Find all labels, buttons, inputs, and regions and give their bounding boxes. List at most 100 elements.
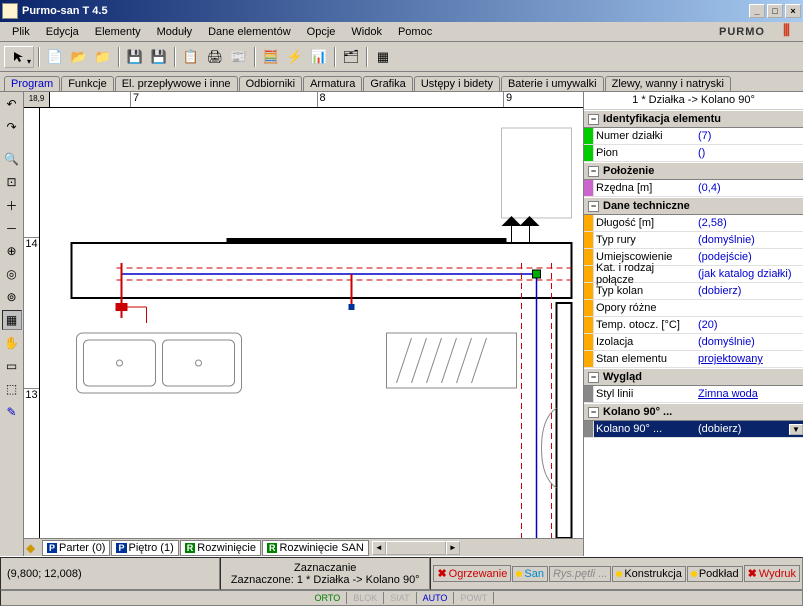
layer-tab[interactable]: Podkład bbox=[687, 566, 743, 582]
prop-row[interactable]: Opory różne bbox=[584, 300, 803, 317]
menu-plik[interactable]: Plik bbox=[4, 24, 38, 40]
dropdown-icon[interactable]: ▼ bbox=[789, 424, 803, 435]
prop-row[interactable]: Typ rury(domyślnie) bbox=[584, 232, 803, 249]
pointer-tool[interactable] bbox=[4, 46, 34, 68]
menu-dane[interactable]: Dane elementów bbox=[200, 24, 299, 40]
minimize-button[interactable]: _ bbox=[749, 4, 765, 18]
floor-tab[interactable]: PPiętro (1) bbox=[111, 540, 178, 556]
menu-elementy[interactable]: Elementy bbox=[87, 24, 149, 40]
prop-row[interactable]: Numer działki(7) bbox=[584, 128, 803, 145]
snap-mode[interactable]: ORTO bbox=[309, 592, 348, 604]
prop-row[interactable]: Kolano 90° ...(dobierz)▼ bbox=[584, 421, 803, 438]
zoom-select-icon[interactable]: ◎ bbox=[2, 264, 22, 284]
menu-opcje[interactable]: Opcje bbox=[299, 24, 344, 40]
prop-group-header[interactable]: −Położenie bbox=[584, 162, 803, 180]
redo-icon[interactable]: ↷ bbox=[2, 117, 22, 137]
ruler-tick: 7 bbox=[130, 92, 139, 107]
undo-icon[interactable]: ↶ bbox=[2, 94, 22, 114]
scroll-track[interactable] bbox=[386, 541, 446, 555]
prop-row[interactable]: Typ kolan(dobierz) bbox=[584, 283, 803, 300]
layer-tab[interactable]: ✖Ogrzewanie bbox=[433, 565, 511, 582]
new-button[interactable]: 📄 bbox=[44, 46, 66, 68]
tab-ustepy[interactable]: Ustępy i bidety bbox=[414, 76, 500, 91]
tab-zlewy[interactable]: Zlewy, wanny i natryski bbox=[605, 76, 731, 91]
floor-tab[interactable]: PParter (0) bbox=[42, 540, 110, 556]
select-rect-icon[interactable]: ▭ bbox=[2, 356, 22, 376]
maximize-button[interactable]: □ bbox=[767, 4, 783, 18]
tab-el-przeplywowe[interactable]: El. przepływowe i inne bbox=[115, 76, 238, 91]
status-selection: Zaznaczanie Zaznaczone: 1 * Działka -> K… bbox=[220, 557, 430, 590]
prop-row[interactable]: Styl liniiZimna woda bbox=[584, 386, 803, 403]
layer-tab[interactable]: Konstrukcja bbox=[612, 566, 685, 582]
layers-button[interactable]: 🗂 bbox=[340, 46, 362, 68]
folder-button[interactable]: 📁 bbox=[92, 46, 114, 68]
floor-tab[interactable]: RRozwinięcie SAN bbox=[262, 540, 369, 556]
scroll-left-icon[interactable]: ◄ bbox=[372, 541, 386, 555]
print-button[interactable]: 🖨 bbox=[204, 46, 226, 68]
properties-panel: 1 * Działka -> Kolano 90° −Identyfikacja… bbox=[583, 92, 803, 556]
flash-button[interactable]: ⚡ bbox=[284, 46, 306, 68]
ruler-tick: 8 bbox=[317, 92, 326, 107]
sheet-button[interactable]: 📊 bbox=[308, 46, 330, 68]
floor-tab[interactable]: RRozwinięcie bbox=[180, 540, 261, 556]
prop-row[interactable]: Długość [m](2,58) bbox=[584, 215, 803, 232]
scroll-right-icon[interactable]: ► bbox=[446, 541, 460, 555]
snap-mode[interactable]: BLOK bbox=[347, 592, 384, 604]
prop-group-header[interactable]: −Dane techniczne bbox=[584, 197, 803, 215]
snap-mode[interactable]: SIAT bbox=[384, 592, 416, 604]
tab-grafika[interactable]: Grafika bbox=[363, 76, 412, 91]
selection-label: Zaznaczone: 1 * Działka -> Kolano 90° bbox=[225, 574, 425, 586]
prop-row[interactable]: Temp. otocz. [°C](20) bbox=[584, 317, 803, 334]
grid-toggle-icon[interactable]: ▦ bbox=[2, 310, 22, 330]
layer-tab[interactable]: San bbox=[512, 566, 548, 582]
layer-tab[interactable]: ✖Wydruk bbox=[744, 565, 800, 582]
prop-row[interactable]: Kat. i rodzaj połącze(jak katalog działk… bbox=[584, 266, 803, 283]
snap-mode[interactable]: POWT bbox=[454, 592, 494, 604]
zoom-window-icon[interactable]: ⊡ bbox=[2, 172, 22, 192]
prop-group-header[interactable]: −Identyfikacja elementu bbox=[584, 110, 803, 128]
preview-button[interactable]: 📰 bbox=[228, 46, 250, 68]
view-toolbar: ↶ ↷ 🔍 ⊡ ＋ － ⊕ ◎ ⊚ ▦ ✋ ▭ ⬚ ✎ bbox=[0, 92, 24, 556]
ruler-tick: 14 bbox=[24, 237, 39, 250]
ruler-tick: 9 bbox=[503, 92, 512, 107]
pan-icon[interactable]: ✋ bbox=[2, 333, 22, 353]
zoom-extents-icon[interactable]: ⊕ bbox=[2, 241, 22, 261]
edit-icon[interactable]: ✎ bbox=[2, 402, 22, 422]
tab-odbiorniki[interactable]: Odbiorniki bbox=[239, 76, 303, 91]
menu-edycja[interactable]: Edycja bbox=[38, 24, 87, 40]
prop-group-header[interactable]: −Wygląd bbox=[584, 368, 803, 386]
select-poly-icon[interactable]: ⬚ bbox=[2, 379, 22, 399]
prop-row[interactable]: Stan elementuprojektowany bbox=[584, 351, 803, 368]
properties-title: 1 * Działka -> Kolano 90° bbox=[584, 92, 803, 110]
status-coords: (9,800; 12,008) bbox=[0, 557, 220, 590]
prop-row[interactable]: Rzędna [m](0,4) bbox=[584, 180, 803, 197]
mode-label: Zaznaczanie bbox=[225, 562, 425, 574]
save-button[interactable]: 💾 bbox=[124, 46, 146, 68]
layer-tab[interactable]: Rys.pętli ... bbox=[549, 566, 611, 582]
snap-modes: ORTOBLOKSIATAUTOPOWT bbox=[0, 590, 803, 606]
zoom-all-icon[interactable]: ⊚ bbox=[2, 287, 22, 307]
zoom-minus-icon[interactable]: － bbox=[2, 218, 22, 238]
zoom-in-icon[interactable]: 🔍 bbox=[2, 149, 22, 169]
menu-moduly[interactable]: Moduły bbox=[149, 24, 200, 40]
grid-button[interactable]: ▦ bbox=[372, 46, 394, 68]
menu-widok[interactable]: Widok bbox=[343, 24, 390, 40]
prop-row[interactable]: Pion() bbox=[584, 145, 803, 162]
drawing-canvas[interactable] bbox=[40, 108, 583, 538]
snap-mode[interactable]: AUTO bbox=[417, 592, 455, 604]
tab-armatura[interactable]: Armatura bbox=[303, 76, 362, 91]
ruler-vertical: 14 13 bbox=[24, 108, 40, 538]
open-button[interactable]: 📂 bbox=[68, 46, 90, 68]
menu-pomoc[interactable]: Pomoc bbox=[390, 24, 440, 40]
close-button[interactable]: × bbox=[785, 4, 801, 18]
tab-program[interactable]: Program bbox=[4, 76, 60, 91]
category-tabs: Program Funkcje El. przepływowe i inne O… bbox=[0, 72, 803, 92]
tab-baterie[interactable]: Baterie i umywalki bbox=[501, 76, 604, 91]
prop-group-header[interactable]: −Kolano 90° ... bbox=[584, 403, 803, 421]
copy-button[interactable]: 📋 bbox=[180, 46, 202, 68]
zoom-plus-icon[interactable]: ＋ bbox=[2, 195, 22, 215]
calc-button[interactable]: 🧮 bbox=[260, 46, 282, 68]
saveas-button[interactable]: 💾 bbox=[148, 46, 170, 68]
tab-funkcje[interactable]: Funkcje bbox=[61, 76, 114, 91]
prop-row[interactable]: Izolacja(domyślnie) bbox=[584, 334, 803, 351]
